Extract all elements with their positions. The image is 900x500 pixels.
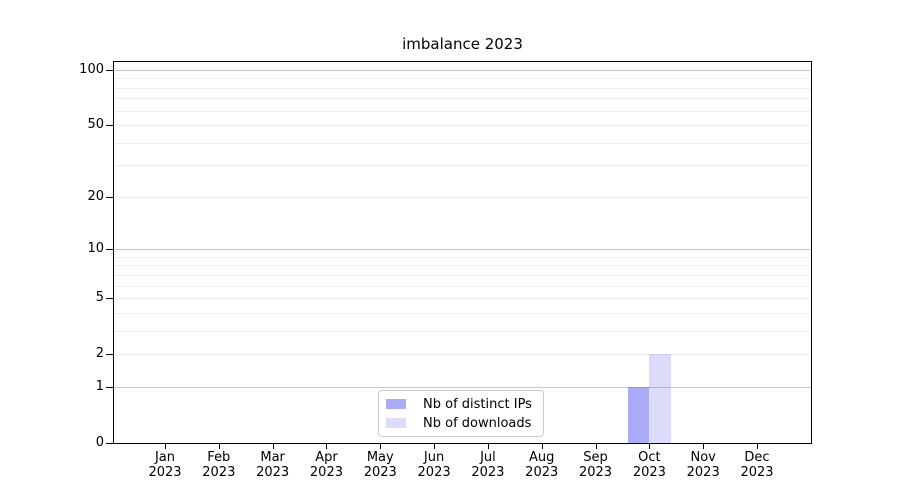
- x-label-year: 2023: [202, 465, 236, 480]
- x-label-month: May: [366, 450, 394, 465]
- legend-label-distinct-ips: Nb of distinct IPs: [423, 396, 532, 412]
- y-tick-100: [106, 70, 113, 71]
- x-label-year: 2023: [686, 465, 720, 480]
- y-tick-20: [106, 196, 113, 198]
- x-label-year: 2023: [363, 465, 397, 480]
- legend: Nb of distinct IPs Nb of downloads: [378, 390, 544, 437]
- y-tick-50: [106, 125, 113, 127]
- minor-gridline-y6: [114, 285, 811, 287]
- x-label-month: Aug: [529, 450, 555, 465]
- minor-gridline-y50: [114, 125, 811, 127]
- minor-gridline-y8: [114, 265, 811, 267]
- bar-oct-nb-of-downloads: [649, 354, 671, 443]
- minor-gridline-y2: [114, 354, 811, 356]
- legend-label-downloads: Nb of downloads: [423, 415, 532, 431]
- legend-swatch-distinct-ips-icon: [386, 399, 406, 409]
- x-tick-feb: [218, 444, 220, 449]
- x-tick-jun: [434, 444, 436, 449]
- y-tick-label-1: 1: [95, 378, 104, 394]
- x-tick-label-jul: Jul 2023: [460, 450, 516, 480]
- x-tick-mar: [272, 444, 274, 449]
- y-tick-label-20: 20: [87, 188, 104, 204]
- x-label-month: Feb: [207, 450, 231, 465]
- minor-gridline-y80: [114, 87, 811, 89]
- x-label-year: 2023: [256, 465, 290, 480]
- bar-oct-nb-of-distinct-ips: [627, 386, 650, 443]
- major-gridline-y1: [114, 386, 811, 388]
- x-label-month: Jun: [423, 450, 445, 465]
- x-label-year: 2023: [632, 465, 666, 480]
- x-label-year: 2023: [309, 465, 343, 480]
- y-tick-5: [106, 298, 113, 300]
- x-label-month: Jan: [154, 450, 176, 465]
- x-tick-dec: [757, 444, 758, 449]
- x-tick-label-oct: Oct 2023: [621, 450, 677, 480]
- x-label-year: 2023: [525, 465, 559, 480]
- x-label-month: Nov: [690, 450, 716, 465]
- y-tick-label-2: 2: [95, 346, 104, 362]
- x-label-year: 2023: [417, 465, 451, 480]
- y-tick-label-5: 5: [95, 290, 104, 306]
- x-tick-label-aug: Aug 2023: [514, 450, 570, 480]
- y-tick-1: [106, 386, 113, 388]
- minor-gridline-y20: [114, 196, 811, 198]
- minor-gridline-y60: [114, 110, 811, 112]
- x-tick-sep: [595, 444, 597, 449]
- minor-gridline-y7: [114, 274, 811, 276]
- x-tick-jan: [165, 444, 166, 449]
- x-label-year: 2023: [740, 465, 774, 480]
- legend-item-distinct-ips: Nb of distinct IPs: [386, 397, 536, 412]
- x-label-month: Apr: [315, 450, 338, 465]
- plot-area: [113, 61, 812, 444]
- x-tick-nov: [703, 444, 705, 449]
- x-label-month: Oct: [638, 450, 661, 465]
- minor-gridline-y40: [114, 142, 811, 144]
- minor-gridline-y90: [114, 78, 811, 80]
- y-tick-2: [106, 354, 113, 356]
- minor-gridline-y3: [114, 330, 811, 332]
- legend-swatch-downloads-icon: [386, 418, 406, 428]
- x-tick-label-nov: Nov 2023: [675, 450, 731, 480]
- x-label-month: Sep: [583, 450, 608, 465]
- x-tick-label-jan: Jan 2023: [137, 450, 193, 480]
- x-tick-jul: [487, 444, 489, 449]
- y-tick-label-0: 0: [95, 435, 104, 450]
- major-gridline-y10: [114, 249, 811, 251]
- x-tick-label-jun: Jun 2023: [406, 450, 462, 480]
- x-label-month: Mar: [260, 450, 285, 465]
- x-label-month: Dec: [744, 450, 770, 465]
- y-tick-0: [106, 443, 113, 444]
- x-tick-apr: [326, 444, 328, 449]
- x-tick-label-sep: Sep 2023: [568, 450, 624, 480]
- minor-gridline-y70: [114, 98, 811, 100]
- x-tick-oct: [649, 444, 651, 449]
- chart-title: imbalance 2023: [402, 35, 523, 53]
- y-tick-label-100: 100: [79, 62, 104, 77]
- x-tick-aug: [541, 444, 543, 449]
- x-label-year: 2023: [148, 465, 182, 480]
- x-tick-label-may: May 2023: [352, 450, 408, 480]
- legend-item-downloads: Nb of downloads: [386, 416, 536, 431]
- y-tick-10: [106, 249, 113, 251]
- x-label-month: Jul: [480, 450, 496, 465]
- x-tick-label-dec: Dec 2023: [729, 450, 785, 480]
- major-gridline-y100: [114, 70, 811, 71]
- y-tick-label-10: 10: [87, 241, 104, 257]
- x-label-year: 2023: [578, 465, 613, 480]
- x-label-year: 2023: [471, 465, 505, 480]
- x-tick-label-apr: Apr 2023: [298, 450, 354, 480]
- x-tick-label-feb: Feb 2023: [191, 450, 247, 480]
- minor-gridline-y30: [114, 165, 811, 167]
- y-tick-label-50: 50: [87, 117, 104, 133]
- minor-gridline-y9: [114, 256, 811, 258]
- minor-gridline-y4: [114, 312, 811, 314]
- x-tick-may: [380, 444, 382, 449]
- minor-gridline-y5: [114, 298, 811, 300]
- x-tick-label-mar: Mar 2023: [245, 450, 301, 480]
